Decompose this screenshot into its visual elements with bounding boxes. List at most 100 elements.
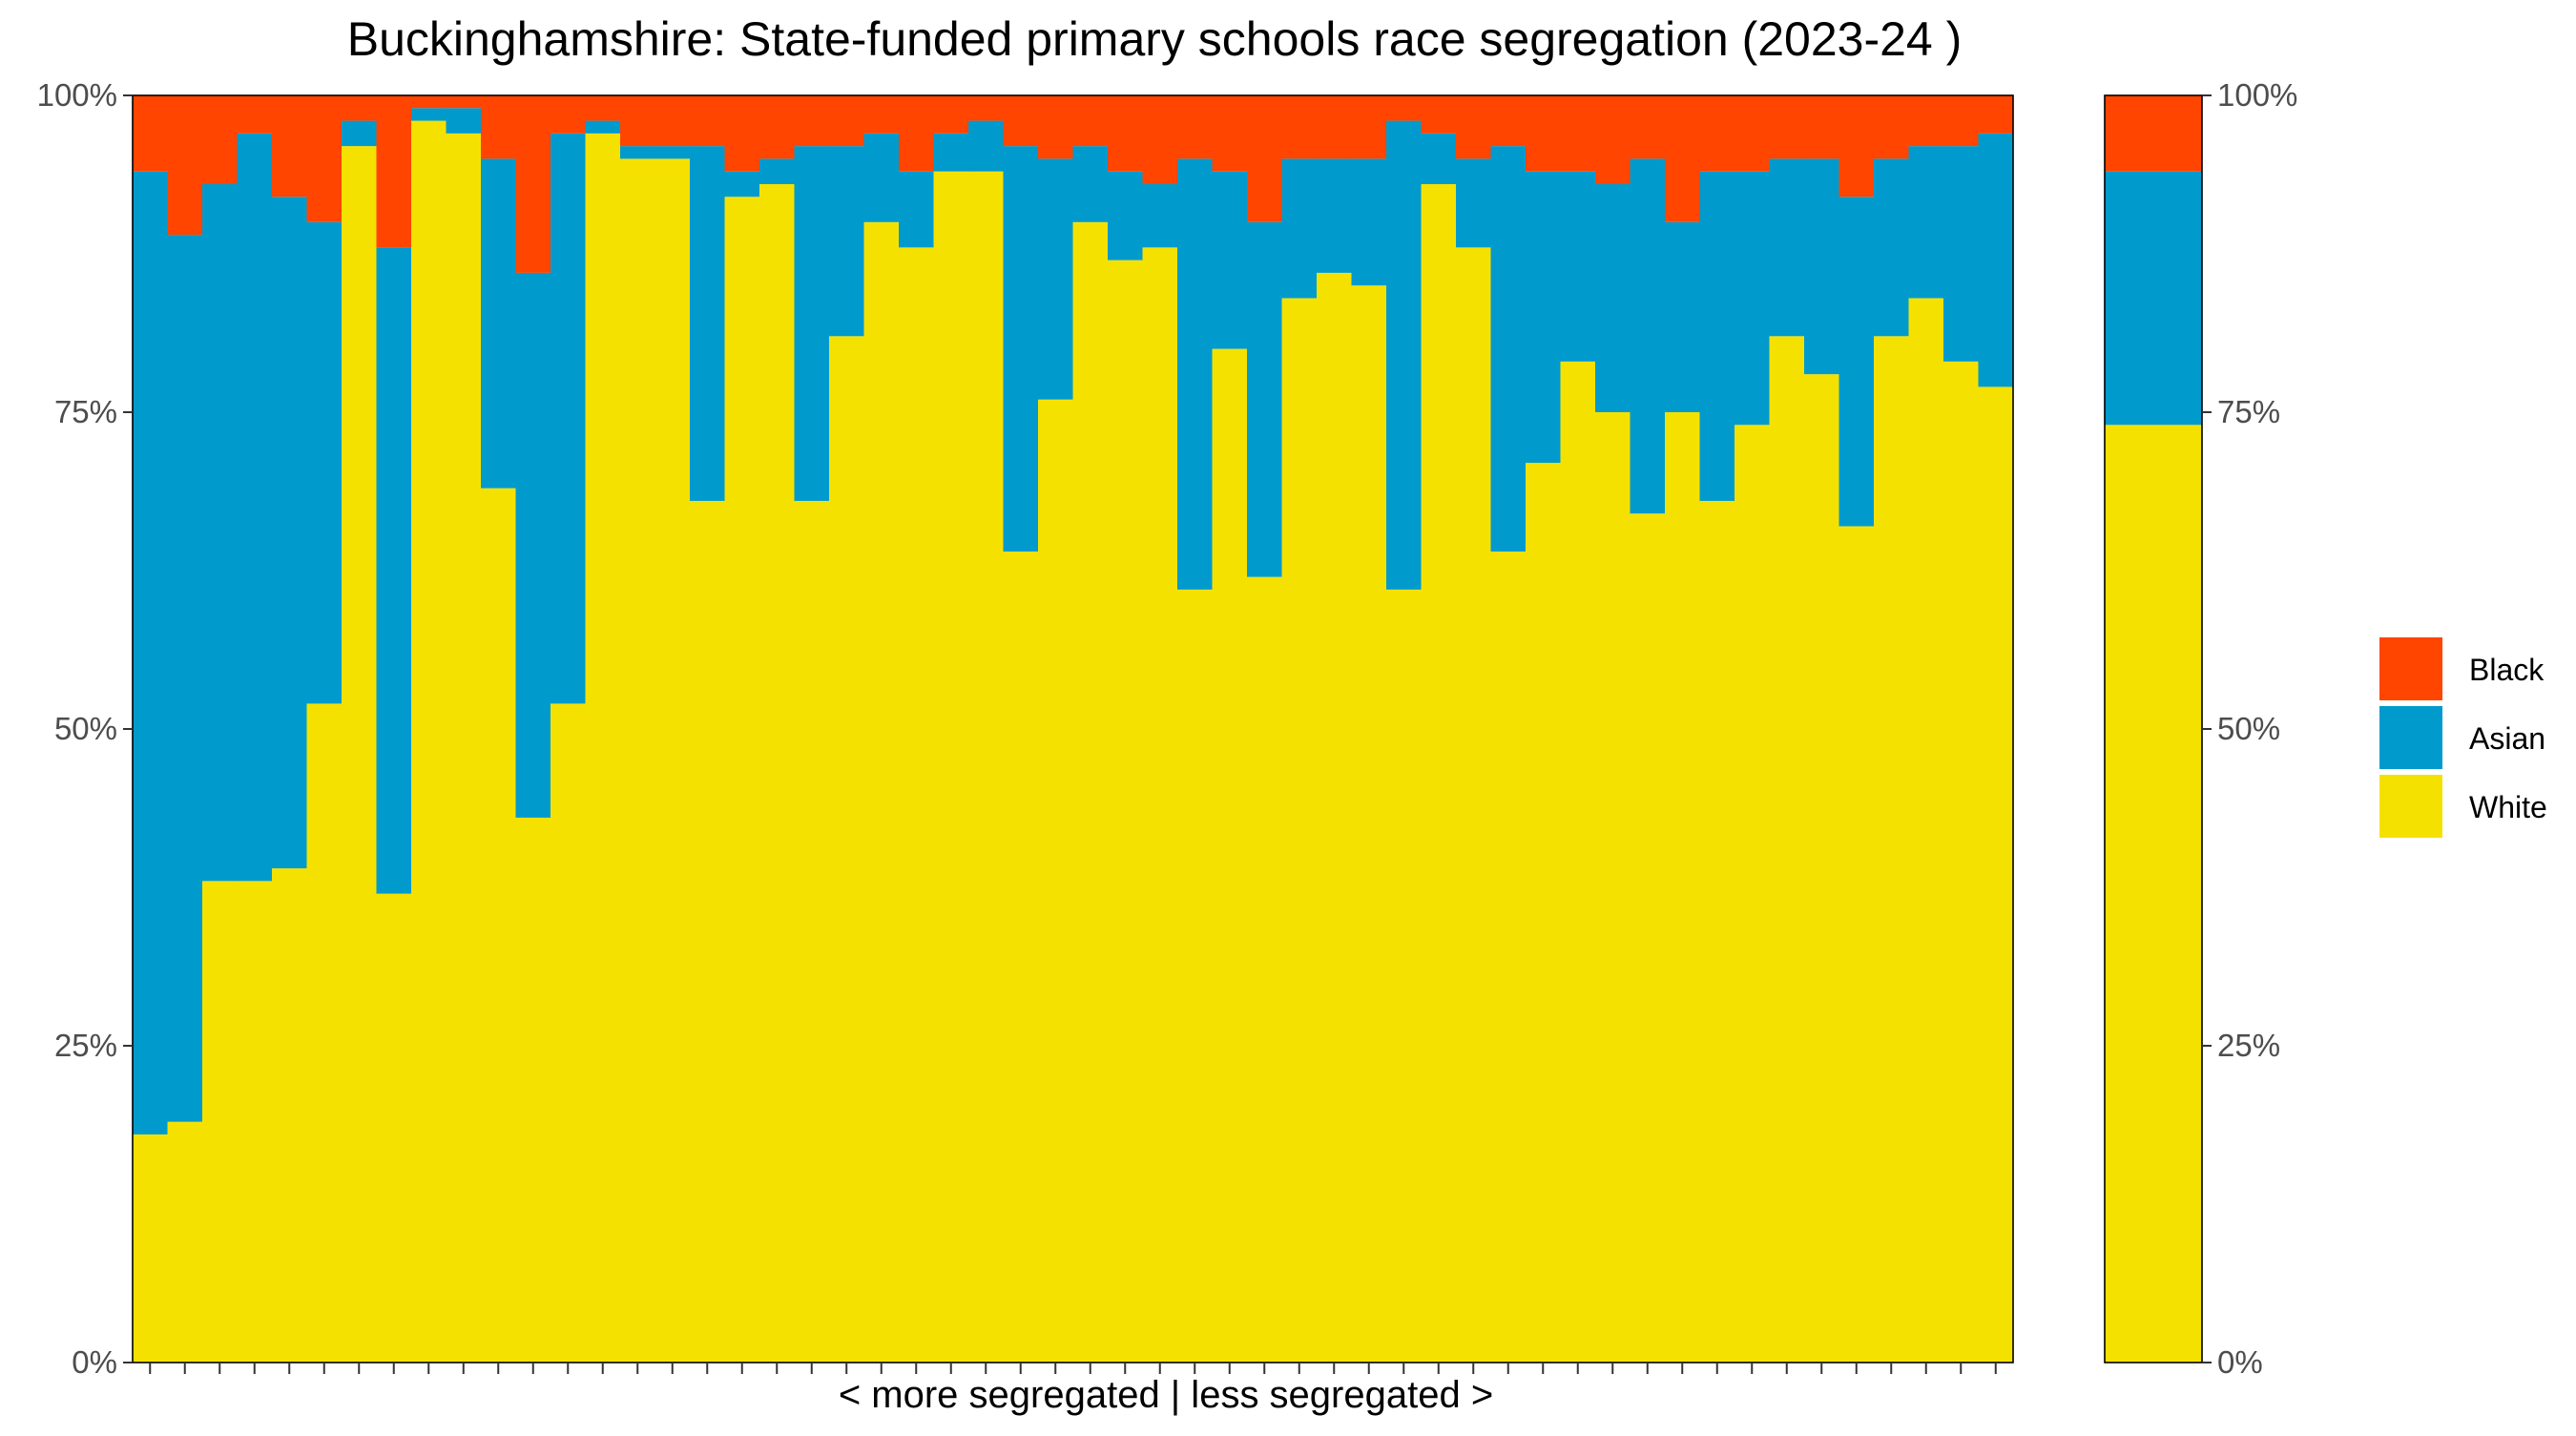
bar-segment-black [899, 95, 934, 172]
bar-segment-white [1177, 589, 1213, 1363]
bar-segment-white [759, 183, 795, 1363]
bar-segment-asian [933, 133, 969, 172]
bar-segment-black [1490, 95, 1527, 147]
bar-segment-white [1490, 552, 1527, 1363]
bar-segment-asian [202, 183, 238, 882]
bar-segment-black [1526, 95, 1561, 172]
bar-segment-white [1665, 412, 1700, 1363]
bar-segment-asian [1699, 171, 1735, 501]
bar-segment-black [1386, 95, 1422, 121]
y-tick-label-left: 25% [54, 1028, 117, 1063]
bar-segment-white [1560, 361, 1596, 1363]
bar-segment-white [515, 817, 551, 1363]
bar-segment-asian [376, 247, 412, 894]
bar-segment-asian [690, 146, 725, 501]
bar-segment-asian [1142, 183, 1178, 248]
bar-segment-asian [1247, 221, 1282, 577]
summary-bar [2105, 95, 2202, 1363]
bar-segment-white [1804, 374, 1839, 1363]
bar-segment-white [933, 171, 969, 1363]
bar-segment-white [1421, 183, 1457, 1363]
y-tick-label-left: 50% [54, 711, 117, 746]
bar-segment-asian [446, 108, 482, 134]
bar-segment-black [1769, 95, 1805, 159]
bar-segment-white [1386, 589, 1422, 1363]
bar-segment-black [1699, 95, 1735, 172]
bar-segment-black [759, 95, 795, 159]
bar-segment-black [724, 95, 760, 172]
bar-segment-white [1874, 336, 1909, 1363]
bar-segment-black [654, 95, 691, 147]
bar-segment-asian [1108, 171, 1143, 260]
bar-segment-black [1142, 95, 1178, 184]
bar-segment-white [1526, 463, 1561, 1363]
bar-segment-white [1317, 272, 1352, 1363]
bar-segment-white [1281, 298, 1318, 1363]
bar-segment-white [1735, 425, 1770, 1363]
bar-segment-asian [654, 146, 691, 159]
y-tick-label-right: 0% [2217, 1344, 2263, 1380]
bar-segment-asian [620, 146, 655, 159]
bar-segment-asian [515, 272, 551, 818]
bar-segment-black [1456, 95, 1491, 159]
bar-segment-white [1247, 576, 1282, 1363]
bar-segment-white [1769, 336, 1805, 1363]
bar-segment-white [829, 336, 864, 1363]
legend-label-black: Black [2469, 653, 2545, 687]
bar-segment-black [202, 95, 238, 184]
bar-segment-asian [1317, 158, 1352, 273]
bar-segment-asian [1526, 171, 1561, 464]
bar-segment-white [585, 133, 621, 1363]
bar-segment-asian [237, 133, 273, 882]
bar-segment-white [133, 1134, 168, 1363]
bar-segment-asian [829, 146, 864, 337]
y-tick-label-right: 50% [2217, 711, 2280, 746]
bar-segment-black [306, 95, 343, 222]
legend-key-asian [2379, 706, 2442, 769]
bar-segment-black [167, 95, 203, 236]
main-bars [133, 95, 2014, 1363]
bar-segment-white [272, 868, 307, 1363]
bar-segment-black [272, 95, 307, 198]
legend-label-asian: Asian [2469, 721, 2545, 756]
bar-segment-asian [1804, 158, 1839, 375]
bar-segment-black [1072, 95, 1109, 147]
bar-segment-black [1978, 95, 2014, 134]
bar-segment-black [1247, 95, 1282, 222]
bar-segment-black [933, 95, 969, 134]
bar-segment-black [1421, 95, 1457, 134]
bar-segment-white [342, 146, 377, 1363]
bar-segment-asian [133, 171, 168, 1134]
bar-segment-white [1351, 285, 1387, 1363]
bar-segment-white [1943, 361, 1979, 1363]
bar-segment-black [376, 95, 412, 248]
bar-segment-white [1839, 526, 1875, 1363]
bar-segment-asian [306, 221, 343, 704]
legend-key-black [2379, 637, 2442, 700]
bar-segment-asian [1735, 171, 1770, 426]
bar-segment-white [551, 703, 586, 1363]
bar-segment-black [1003, 95, 1039, 147]
bar-segment-asian [1665, 221, 1700, 412]
bar-segment-white [690, 500, 725, 1363]
bar-segment-black [446, 95, 482, 109]
bar-segment-asian [968, 120, 1004, 172]
y-tick-label-right: 25% [2217, 1028, 2280, 1063]
bar-segment-white [1038, 399, 1073, 1363]
bar-segment-asian [1351, 158, 1387, 286]
bar-segment-white [202, 881, 238, 1363]
bar-segment-asian [1630, 158, 1666, 514]
bar-segment-black [1212, 95, 1248, 172]
bar-segment-black [794, 95, 830, 147]
bar-segment-asian [1874, 158, 1909, 337]
bar-segment-black [515, 95, 551, 273]
bar-segment-asian [551, 133, 586, 704]
legend-key-white [2379, 775, 2442, 838]
summary-segment-white [2105, 425, 2202, 1363]
y-tick-label-right: 75% [2217, 394, 2280, 429]
y-tick-label-left: 0% [72, 1344, 117, 1380]
bar-segment-white [1142, 247, 1178, 1363]
bar-segment-black [690, 95, 725, 147]
bar-segment-white [306, 703, 343, 1363]
